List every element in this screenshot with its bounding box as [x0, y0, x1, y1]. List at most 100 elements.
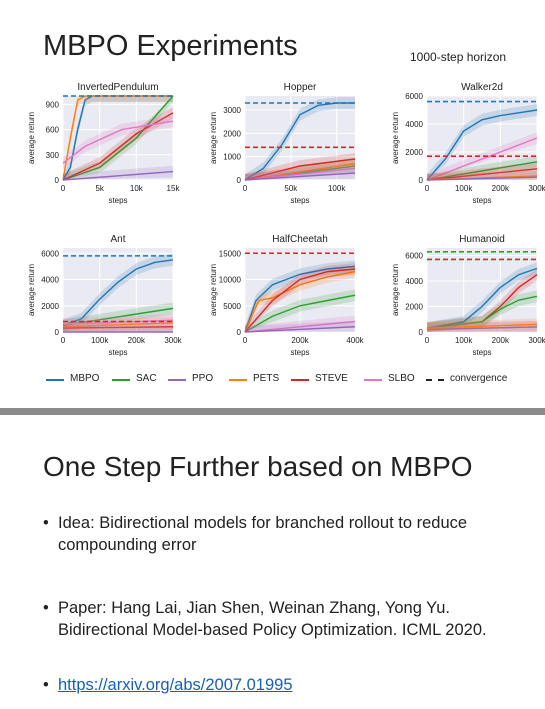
- series-band-ppo: [63, 165, 173, 180]
- series-line-ppo: [244, 326, 356, 333]
- plot-humanoid: 0 2000 4000 6000 0 100k 200k 300k Humanoid steps a…: [391, 234, 545, 357]
- chart-legend: MBPO SAC PPO PETS STEVE SLBO convergence: [46, 372, 526, 388]
- chart-title: Walker2d: [461, 82, 503, 93]
- x-tick-label: 0: [243, 184, 248, 193]
- x-tick-label: 0: [425, 184, 430, 193]
- x-axis-label: steps: [290, 196, 309, 205]
- x-tick-label: 100k: [91, 336, 109, 345]
- series-band-ppo: [245, 320, 355, 332]
- series-line-steve: [244, 268, 356, 333]
- series-line-mbpo: [244, 265, 356, 333]
- y-axis-label: average return: [391, 264, 400, 316]
- plot-area: [427, 248, 537, 332]
- arxiv-link[interactable]: https://arxiv.org/abs/2007.01995: [58, 676, 293, 694]
- series-line-pets: [244, 162, 356, 181]
- y-tick-label: 6000: [41, 249, 59, 258]
- series-band-pets: [245, 265, 355, 332]
- chart-title: Hopper: [284, 82, 317, 93]
- legend-label: STEVE: [315, 373, 348, 384]
- series-line-steve: [62, 112, 174, 181]
- bullet-dot: •: [43, 599, 49, 617]
- slide-title: One Step Further based on MBPO: [43, 451, 473, 482]
- series-line-steve: [62, 326, 174, 329]
- bullet-dot: •: [43, 514, 49, 532]
- x-tick-label: 300k: [528, 184, 545, 193]
- series-line-sac: [62, 307, 174, 327]
- series-line-pets: [244, 270, 356, 333]
- series-line-slbo: [62, 120, 174, 164]
- y-tick-label: 1000: [223, 153, 241, 162]
- series-line-ppo: [426, 176, 538, 181]
- series-band-sac: [63, 96, 173, 180]
- series-line-ppo: [62, 170, 174, 181]
- plot-invertedpendulum: 0 300 600 900 0 5k 10k 15k InvertedPendulum steps…: [27, 82, 180, 205]
- y-tick-label: 4000: [405, 120, 423, 129]
- y-tick-label: 15000: [219, 249, 242, 258]
- series-line-ppo: [426, 326, 538, 331]
- y-tick-label: 4000: [405, 277, 423, 286]
- y-tick-label: 0: [419, 176, 424, 185]
- y-tick-label: 3000: [223, 106, 241, 115]
- series-band-sac: [245, 160, 355, 180]
- x-tick-label: 0: [61, 184, 66, 193]
- y-tick-label: 6000: [405, 252, 423, 261]
- x-axis-label: steps: [472, 348, 491, 357]
- slide-mbpo-experiments: MBPO Experiments 1000-step horizon 0 300 6…: [27, 30, 545, 388]
- x-tick-label: 0: [61, 336, 66, 345]
- legend-label: MBPO: [70, 373, 100, 384]
- series-line-slbo: [244, 167, 356, 181]
- series-line-sac: [426, 295, 538, 329]
- series-line-pets: [426, 323, 538, 329]
- x-tick-label: 100k: [455, 184, 473, 193]
- legend-swatch: [112, 379, 130, 381]
- series-band-pets: [245, 157, 355, 180]
- y-tick-label: 0: [237, 328, 242, 337]
- series-line-sac: [426, 161, 538, 181]
- x-axis-label: steps: [472, 196, 491, 205]
- x-tick-label: 0: [243, 336, 248, 345]
- series-line-slbo: [244, 320, 356, 333]
- y-axis-label: average return: [27, 112, 36, 164]
- legend-label: SLBO: [388, 373, 415, 384]
- series-band-slbo: [427, 132, 537, 180]
- series-band-slbo: [245, 162, 355, 180]
- series-line-pets: [62, 322, 174, 328]
- chart-title: Humanoid: [459, 234, 505, 245]
- y-axis-label: average return: [27, 264, 36, 316]
- plot-area: [427, 96, 537, 180]
- series-line-ppo: [244, 172, 356, 181]
- y-axis-label: average return: [391, 112, 400, 164]
- x-tick-label: 200k: [492, 184, 510, 193]
- series-band-sac: [427, 290, 537, 332]
- y-tick-label: 2000: [223, 129, 241, 138]
- y-axis-label: average return: [209, 112, 218, 164]
- series-line-sac: [62, 95, 174, 181]
- y-tick-label: 0: [237, 176, 242, 185]
- x-tick-label: 400k: [346, 336, 364, 345]
- chart-title: Ant: [110, 234, 125, 245]
- legend-label: PETS: [253, 373, 280, 384]
- series-band-mbpo: [245, 97, 355, 180]
- series-line-mbpo: [426, 109, 538, 181]
- legend-label: PPO: [192, 373, 214, 384]
- y-tick-label: 2000: [41, 302, 59, 311]
- y-tick-label: 2000: [405, 303, 423, 312]
- y-tick-label: 4000: [41, 276, 59, 285]
- x-axis-label: steps: [108, 348, 127, 357]
- series-band-steve: [427, 268, 537, 332]
- y-axis-label: average return: [209, 264, 218, 316]
- slide-title: MBPO Experiments: [43, 30, 298, 62]
- slide-one-step-further: One Step Further based on MBPO • Idea: B…: [0, 415, 545, 709]
- x-axis-label: steps: [108, 196, 127, 205]
- plot-area: [63, 96, 173, 180]
- legend-swatch: [168, 379, 186, 381]
- x-axis-label: steps: [290, 348, 309, 357]
- series-line-sac: [244, 294, 356, 333]
- x-tick-label: 300k: [528, 336, 545, 345]
- y-tick-label: 300: [46, 151, 60, 160]
- x-tick-label: 0: [425, 336, 430, 345]
- y-tick-label: 600: [46, 126, 60, 135]
- y-tick-label: 6000: [405, 92, 423, 101]
- bullet-text: Idea: Bidirectional models for branched …: [58, 514, 468, 554]
- horizon-note: 1000-step horizon: [410, 50, 507, 64]
